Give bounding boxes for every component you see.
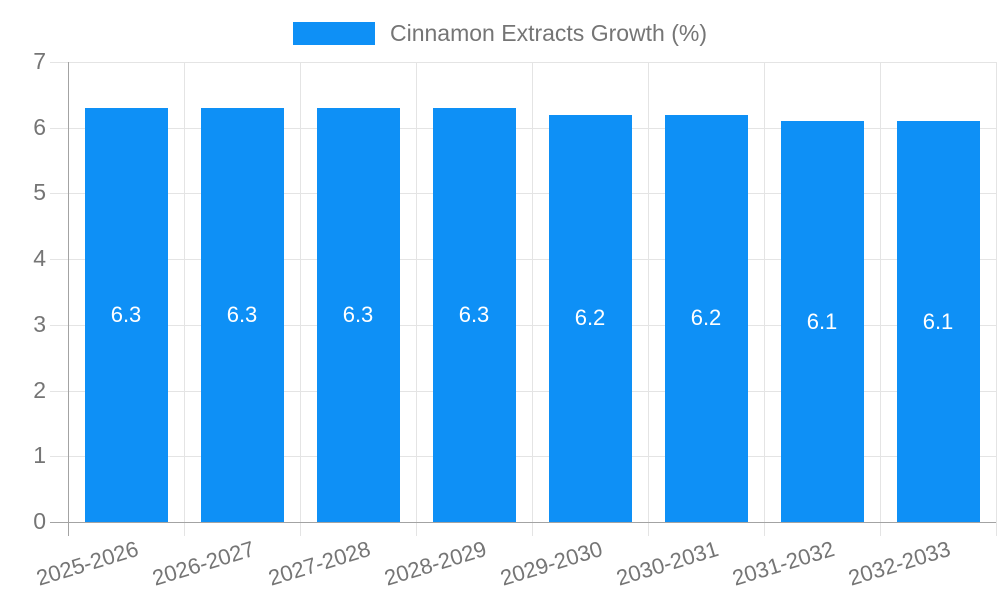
legend-swatch <box>293 22 375 45</box>
y-gridline <box>50 193 996 195</box>
x-axis-line <box>50 522 996 523</box>
y-axis-tick-label: 1 <box>33 442 46 469</box>
x-gridline <box>532 62 533 536</box>
bar-2027-2028: 6.3 <box>316 108 400 522</box>
x-gridline <box>300 62 301 536</box>
y-axis-tick-label: 2 <box>33 376 46 403</box>
x-axis-tick-label: 2032-2033 <box>845 536 954 591</box>
y-axis-tick-label: 6 <box>33 113 46 140</box>
legend-label: Cinnamon Extracts Growth (%) <box>390 20 707 46</box>
bar-value-label: 6.1 <box>922 308 954 334</box>
x-axis-tick-label: 2029-2030 <box>497 536 606 591</box>
x-gridline <box>996 62 997 536</box>
y-gridline <box>50 62 996 63</box>
x-gridline <box>184 62 185 536</box>
y-gridline <box>50 127 996 129</box>
y-axis-tick-label: 0 <box>33 508 46 534</box>
x-axis-tick-label: 2026-2027 <box>149 536 258 591</box>
bar-2031-2032: 6.1 <box>780 121 864 522</box>
bar-value-label: 6.3 <box>226 302 258 327</box>
bar-value-label: 6.3 <box>110 302 142 327</box>
legend: Cinnamon Extracts Growth (%) <box>0 20 1000 47</box>
y-gridline <box>50 324 996 326</box>
bar-value-label: 6.2 <box>690 305 722 331</box>
bar-2030-2031: 6.2 <box>664 114 748 522</box>
bar-value-label: 6.3 <box>458 302 490 327</box>
y-axis-line <box>68 62 69 536</box>
y-gridline <box>50 259 996 261</box>
y-axis-tick-label: 3 <box>33 310 46 337</box>
bar-2028-2029: 6.3 <box>432 108 516 522</box>
bar-value-label: 6.2 <box>574 305 606 331</box>
y-axis-tick-label: 7 <box>33 48 46 74</box>
bar-2032-2033: 6.1 <box>896 121 980 522</box>
bar-value-label: 6.1 <box>806 308 838 334</box>
x-gridline <box>416 62 417 536</box>
bar-2029-2030: 6.2 <box>548 114 632 522</box>
y-gridline <box>50 456 996 458</box>
y-axis-tick-label: 5 <box>33 179 46 206</box>
y-axis-tick-label: 4 <box>33 245 46 272</box>
x-axis-tick-label: 2025-2026 <box>33 536 142 591</box>
x-gridline <box>764 62 765 536</box>
bar-value-label: 6.3 <box>342 302 374 327</box>
bar-2026-2027: 6.3 <box>200 108 284 522</box>
x-axis-tick-label: 2030-2031 <box>613 536 722 591</box>
y-gridline <box>50 390 996 392</box>
bar-2025-2026: 6.3 <box>84 108 168 522</box>
x-gridline <box>880 62 881 536</box>
legend-item[interactable]: Cinnamon Extracts Growth (%) <box>293 20 707 47</box>
x-axis-tick-label: 2027-2028 <box>265 536 374 591</box>
x-axis-tick-label: 2028-2029 <box>381 536 490 591</box>
x-gridline <box>648 62 649 536</box>
x-axis-tick-label: 2031-2032 <box>729 536 838 591</box>
